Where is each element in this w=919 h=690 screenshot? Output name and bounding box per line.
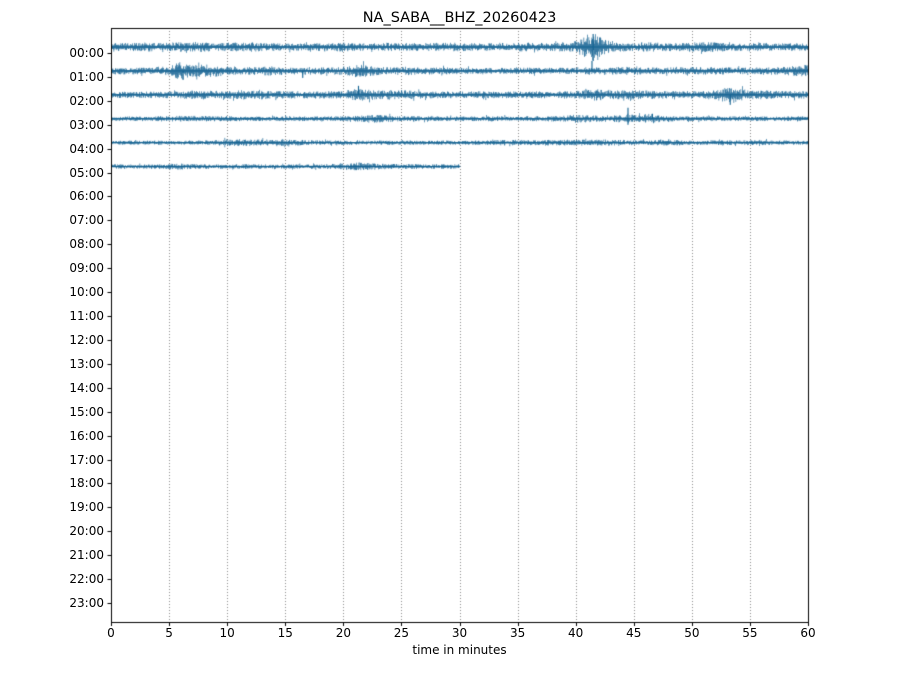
y-tick-label: 20:00 xyxy=(69,524,104,539)
y-tick-label: 17:00 xyxy=(69,452,104,467)
x-tick-label: 10 xyxy=(219,626,235,640)
x-tick-label: 25 xyxy=(393,626,410,640)
x-tick-label: 20 xyxy=(335,626,351,640)
y-tick-label: 07:00 xyxy=(69,213,104,228)
y-tick-label: 00:00 xyxy=(69,46,104,60)
y-tick-label: 13:00 xyxy=(69,356,104,371)
y-tick-label: 14:00 xyxy=(69,380,104,395)
x-tick-label: 15 xyxy=(277,626,293,640)
y-tick-label: 21:00 xyxy=(69,548,104,563)
y-tick-label: 19:00 xyxy=(69,500,104,515)
x-tick-label: 0 xyxy=(107,626,115,640)
x-tick-label: 45 xyxy=(626,626,642,640)
x-tick-label: 40 xyxy=(568,626,584,640)
y-tick-label: 22:00 xyxy=(69,572,104,587)
y-tick-label: 01:00 xyxy=(69,69,104,84)
x-tick-label: 60 xyxy=(800,626,816,640)
y-tick-label: 23:00 xyxy=(69,595,104,610)
y-tick-label: 06:00 xyxy=(69,189,104,204)
y-tick-label: 05:00 xyxy=(69,165,104,180)
y-tick-label: 10:00 xyxy=(69,285,104,300)
y-tick-label: 04:00 xyxy=(69,141,104,156)
x-tick-label: 30 xyxy=(451,626,468,640)
y-tick-label: 16:00 xyxy=(69,428,104,443)
x-tick-label: 5 xyxy=(165,626,173,640)
y-tick-label: 15:00 xyxy=(69,404,104,419)
y-tick-label: 12:00 xyxy=(69,332,104,347)
y-tick-label: 03:00 xyxy=(69,117,104,132)
x-axis-title: time in minutes xyxy=(412,643,507,657)
x-tick-label: 50 xyxy=(684,626,700,640)
y-tick-label: 08:00 xyxy=(69,237,104,252)
y-tick-label: 09:00 xyxy=(69,261,104,276)
x-tick-label: 35 xyxy=(509,626,526,640)
x-tick-label: 55 xyxy=(742,626,758,640)
y-tick-label: 18:00 xyxy=(69,476,104,491)
y-tick-label: 11:00 xyxy=(69,309,104,324)
y-tick-label: 02:00 xyxy=(69,93,104,108)
